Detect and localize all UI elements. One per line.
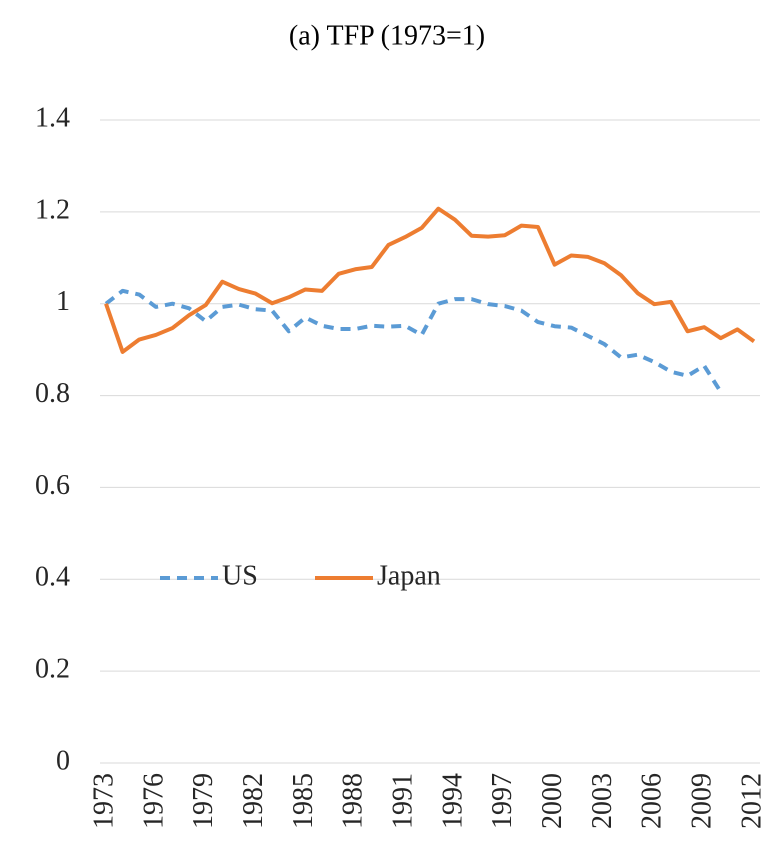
- series-line: [104, 288, 723, 393]
- x-tick-label: 1979: [188, 773, 219, 829]
- x-tick-label: 2012: [736, 773, 767, 829]
- y-tick-label: 0.4: [35, 562, 70, 593]
- x-tick-label: 2000: [537, 773, 568, 829]
- legend-label: US: [222, 560, 258, 591]
- x-tick-label: 2003: [587, 773, 618, 829]
- y-tick-label: 1.4: [35, 102, 70, 133]
- x-tick-label: 1988: [338, 773, 369, 829]
- x-tick-label: 2006: [637, 773, 668, 829]
- x-tick-label: 1973: [88, 773, 119, 829]
- y-tick-label: 0.6: [35, 470, 70, 501]
- y-tick-label: 0.8: [35, 378, 70, 409]
- x-tick-label: 1976: [138, 773, 169, 829]
- x-tick-label: 1985: [288, 773, 319, 829]
- y-tick-label: 0: [56, 745, 70, 776]
- chart-title: (a) TFP (1973=1): [289, 20, 485, 51]
- y-tick-label: 1: [56, 286, 70, 317]
- x-tick-label: 1991: [387, 773, 418, 829]
- y-tick-label: 0.2: [35, 654, 70, 685]
- x-tick-label: 1982: [238, 773, 269, 829]
- legend-label: Japan: [377, 560, 441, 591]
- y-tick-label: 1.2: [35, 194, 70, 225]
- x-tick-label: 1997: [487, 773, 518, 829]
- series-line: [104, 206, 756, 354]
- x-tick-label: 1994: [437, 773, 468, 829]
- x-tick-label: 2009: [687, 773, 718, 829]
